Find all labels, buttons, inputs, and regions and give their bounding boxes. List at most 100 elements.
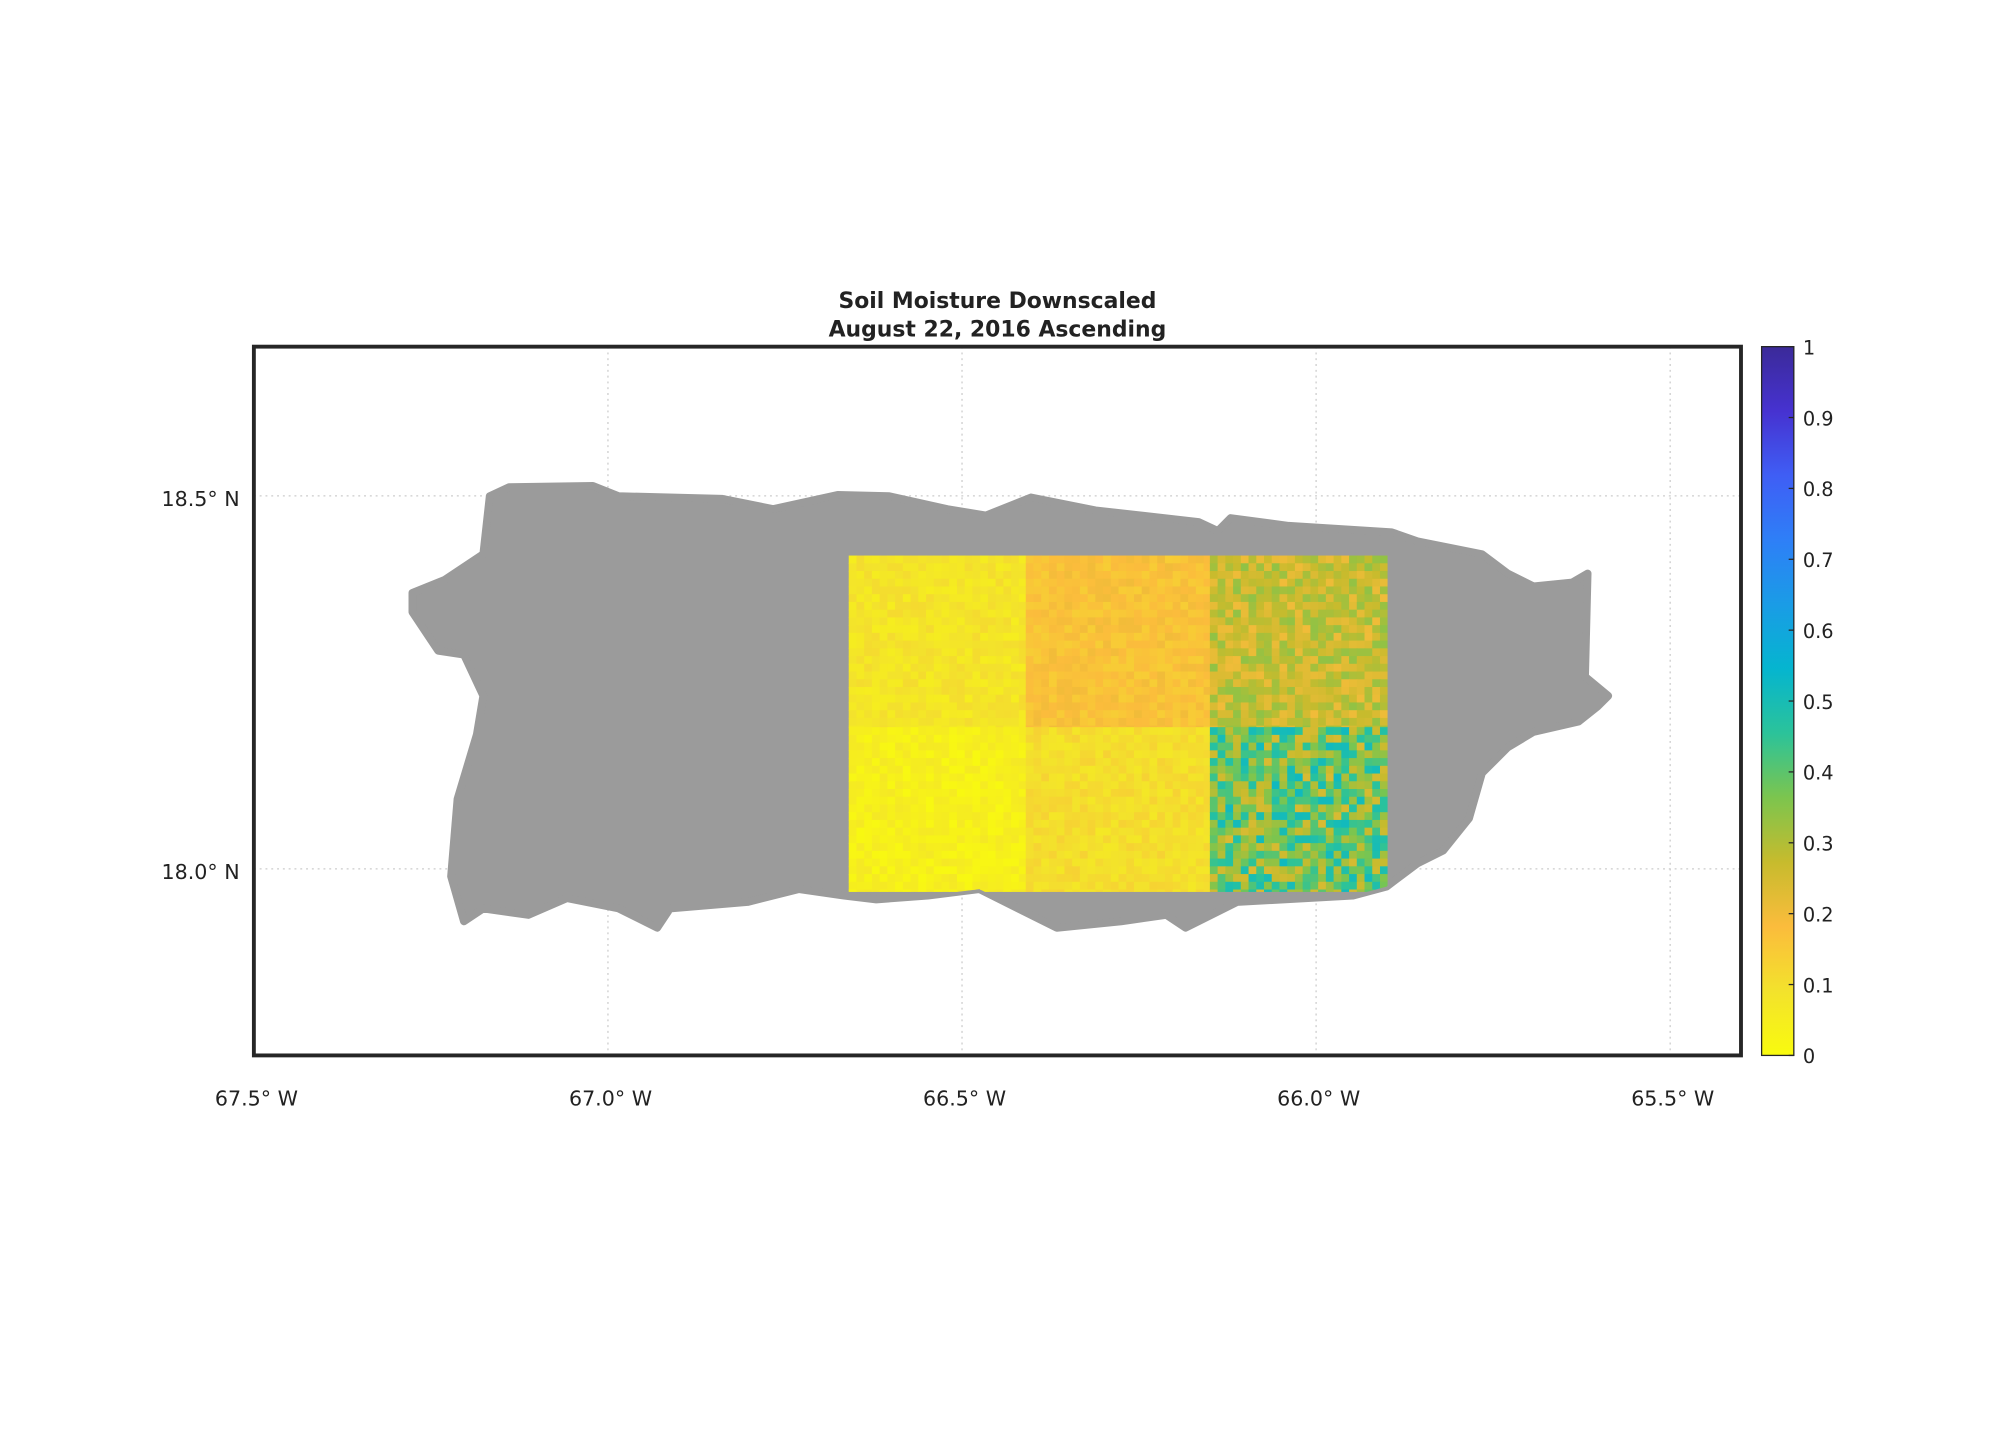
data-cell [887,702,896,711]
data-cell [980,710,989,719]
data-cell [1341,874,1350,883]
data-cell [926,625,935,634]
data-cell [1318,881,1327,891]
data-cell [964,578,974,588]
data-cell [1072,889,1081,892]
data-cell [902,874,912,883]
data-cell [1134,648,1143,657]
data-cell [995,750,1005,759]
data-cell [941,679,950,688]
data-cell [910,555,919,564]
data-cell [1287,781,1296,790]
data-cell [887,858,896,867]
data-cell [987,586,997,595]
data-cell [1157,827,1166,837]
data-cell [1087,702,1096,711]
data-cell [1203,555,1211,564]
data-cell [1287,632,1296,642]
data-cell [1033,881,1042,891]
data-cell [1195,819,1205,829]
data-cell [1248,671,1257,680]
data-cell [902,843,912,852]
data-cell [1095,632,1104,642]
data-cell [987,717,997,727]
data-cell [1356,874,1366,883]
data-cell [1287,640,1296,649]
data-cell [1341,671,1350,680]
data-cell [1240,858,1250,867]
data-cell [1041,812,1050,821]
data-cell [1141,812,1151,821]
data-cell [848,804,858,813]
data-cell [1064,765,1073,775]
data-cell [1302,632,1312,642]
data-cell [1118,881,1127,891]
data-cell [1310,725,1319,728]
data-cell [910,889,919,892]
data-cell [1141,866,1151,875]
data-cell [1356,827,1366,837]
data-cell [856,881,865,891]
data-cell [1379,609,1388,619]
data-cell [1041,781,1050,790]
data-cell [1048,765,1058,775]
data-cell [1349,750,1358,759]
data-cell [856,727,865,736]
data-cell [1225,725,1234,728]
data-cell [1310,702,1319,711]
data-cell [902,717,912,727]
data-cell [864,758,873,767]
data-cell [1064,773,1073,782]
data-cell [1180,586,1189,595]
data-cell [1033,789,1042,798]
data-cell [1195,750,1205,759]
data-cell [1264,835,1273,844]
data-cell [1149,671,1158,680]
data-cell [1294,881,1304,891]
data-cell [1003,679,1012,688]
data-cell [1118,648,1127,657]
data-cell [1217,717,1226,727]
data-cell [1149,563,1158,572]
data-cell [1118,617,1127,626]
data-cell [879,663,889,673]
data-cell [1209,796,1219,806]
data-cell [1164,586,1174,595]
data-cell [1294,781,1304,790]
data-cell [1302,609,1312,619]
data-cell [879,850,889,860]
data-cell [1087,789,1096,798]
data-cell [1294,578,1304,588]
data-cell [1225,765,1234,775]
data-cell [1203,694,1211,704]
data-cell [1256,563,1265,572]
data-cell [1172,881,1182,891]
data-cell [1325,843,1335,852]
data-cell [1188,725,1197,728]
data-cell [1072,804,1081,813]
data-cell [1349,796,1358,806]
data-cell [1157,625,1166,634]
data-cell [1264,819,1273,829]
data-cell [1379,725,1388,728]
data-cell [1372,632,1381,642]
data-cell [1103,742,1112,751]
data-cell [1341,679,1350,688]
data-cell [918,773,927,782]
data-cell [1264,804,1273,813]
data-cell [987,679,997,688]
data-cell [1356,679,1366,688]
data-cell [1240,710,1250,719]
data-cell [956,742,966,751]
data-cell [980,781,989,790]
data-cell [1264,694,1273,704]
data-cell [941,625,950,634]
data-cell [1149,734,1158,744]
data-cell [1364,843,1373,852]
data-cell [1079,843,1089,852]
data-cell [1072,625,1081,634]
data-cell [1103,835,1112,844]
data-cell [1271,835,1281,844]
data-cell [1079,702,1089,711]
data-cell [995,694,1005,704]
